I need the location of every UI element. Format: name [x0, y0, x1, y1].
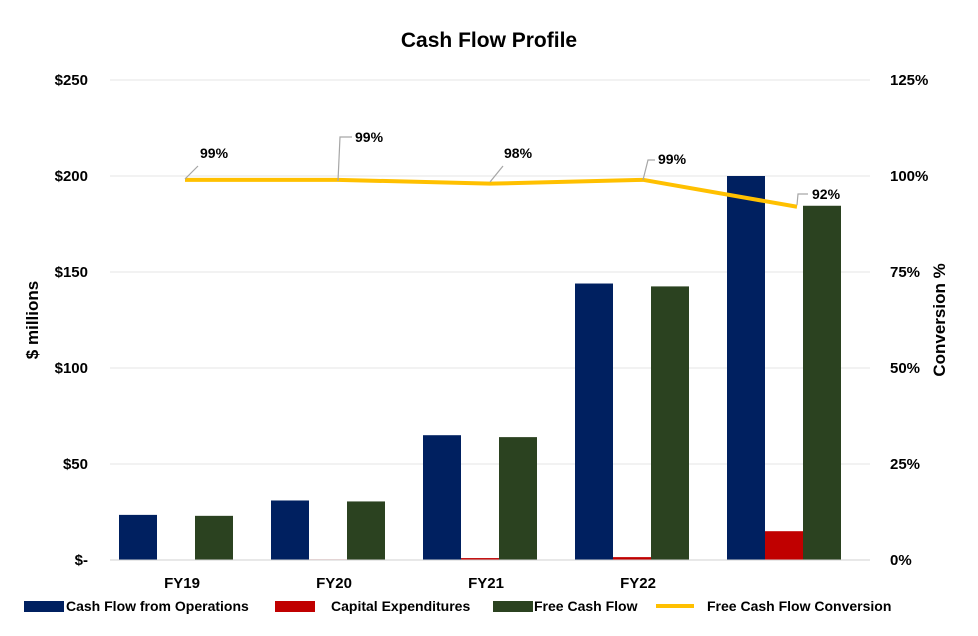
x-axis-ticks: FY19 FY20 FY21 FY22: [164, 575, 656, 592]
bar: [651, 286, 689, 560]
y2-tick-label: 50%: [890, 360, 920, 377]
bar: [727, 176, 765, 560]
data-label-leader: [337, 136, 352, 182]
data-label-leader: [489, 165, 504, 183]
y-axis-title: $ millions: [23, 281, 42, 359]
bar: [271, 500, 309, 560]
legend-label: Capital Expenditures: [331, 598, 470, 614]
data-label-leader: [184, 165, 199, 180]
legend-swatch: [24, 601, 64, 612]
bar: [613, 557, 651, 560]
legend-label: Cash Flow from Operations: [66, 598, 249, 614]
y-tick-label: $200: [55, 168, 88, 185]
left-axis-ticks: $- $50 $100 $150 $200 $250: [55, 72, 88, 569]
x-tick-label: FY22: [620, 575, 656, 592]
data-label-leader: [796, 193, 808, 206]
x-tick-label: FY19: [164, 575, 200, 592]
conversion-line-path: [185, 177, 798, 209]
y2-tick-label: 100%: [890, 168, 928, 185]
x-tick-label: FY21: [468, 575, 504, 592]
bar: [195, 515, 233, 560]
y-tick-label: $50: [63, 456, 88, 473]
legend-label: Free Cash Flow Conversion: [707, 598, 891, 614]
chart-title: Cash Flow Profile: [401, 29, 577, 52]
bars: [119, 176, 841, 560]
y-tick-label: $100: [55, 360, 88, 377]
y2-tick-label: 0%: [890, 552, 912, 569]
bar: [803, 205, 841, 560]
data-label: 92%: [812, 186, 841, 202]
data-label: 99%: [355, 129, 384, 145]
data-label-leader: [642, 159, 655, 181]
legend-swatch: [493, 601, 533, 612]
bar: [499, 437, 537, 560]
y2-tick-label: 125%: [890, 72, 928, 89]
bar: [347, 501, 385, 560]
y-tick-label: $250: [55, 72, 88, 89]
conversion-line: 99% 99% 98% 99% 92%: [184, 129, 841, 209]
bar: [765, 531, 803, 560]
legend: Cash Flow from Operations Capital Expendi…: [24, 598, 891, 614]
bar: [423, 435, 461, 560]
bar: [119, 514, 157, 560]
y-tick-label: $-: [75, 552, 88, 569]
data-label: 98%: [504, 145, 533, 161]
data-label: 99%: [658, 151, 687, 167]
data-label: 99%: [200, 145, 229, 161]
legend-label: Free Cash Flow: [534, 598, 638, 614]
bar: [575, 283, 613, 560]
bar: [461, 558, 499, 560]
y2-tick-label: 25%: [890, 456, 920, 473]
right-axis-ticks: 0% 25% 50% 75% 100% 125%: [890, 72, 928, 569]
y-tick-label: $150: [55, 264, 88, 281]
y2-axis-title: Conversion %: [930, 263, 949, 376]
legend-swatch: [275, 601, 315, 612]
x-tick-label: FY20: [316, 575, 352, 592]
y2-tick-label: 75%: [890, 264, 920, 281]
